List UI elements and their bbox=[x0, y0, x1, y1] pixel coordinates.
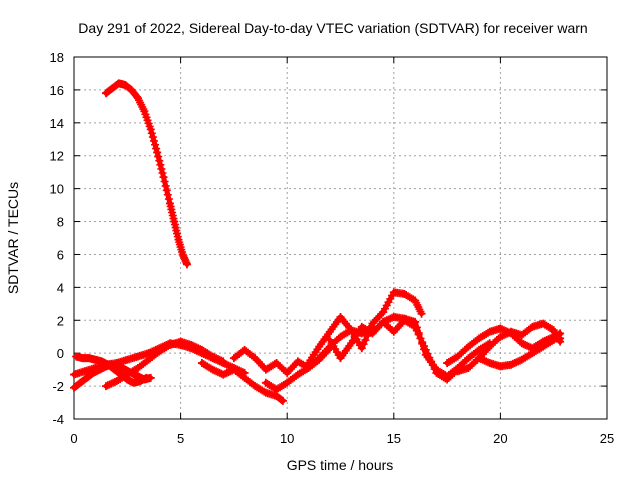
data-point-marker bbox=[213, 354, 222, 363]
data-point-marker bbox=[498, 331, 507, 340]
data-point bbox=[417, 309, 426, 318]
data-point-marker bbox=[224, 368, 233, 377]
data-point-marker bbox=[162, 186, 171, 195]
data-point-marker bbox=[519, 340, 528, 349]
x-tick-label: 10 bbox=[280, 431, 294, 446]
data-point-marker bbox=[501, 330, 510, 339]
series-track-m bbox=[475, 329, 565, 371]
data-point-marker bbox=[412, 323, 421, 332]
data-point-marker bbox=[555, 330, 564, 339]
data-point-marker bbox=[210, 353, 219, 362]
data-point-marker bbox=[510, 359, 519, 368]
y-tick-label: 2 bbox=[57, 313, 64, 328]
y-tick-label: 12 bbox=[50, 149, 64, 164]
data-point-marker bbox=[212, 367, 221, 376]
data-point-marker bbox=[478, 355, 487, 364]
data-point-marker bbox=[161, 181, 170, 190]
series-track-g bbox=[261, 322, 377, 394]
data-point-marker bbox=[221, 369, 230, 378]
y-tick-label: 18 bbox=[50, 50, 64, 65]
data-point-marker bbox=[222, 368, 231, 377]
y-tick-label: -2 bbox=[52, 379, 64, 394]
data-point bbox=[219, 357, 228, 366]
y-axis: -4 -2 0 2 4 6 8 10 12 14 16 18 bbox=[50, 50, 607, 427]
x-tick-label: 0 bbox=[70, 431, 77, 446]
chart-title: Day 291 of 2022, Sidereal Day-to-day VTE… bbox=[78, 20, 587, 36]
data-point-marker bbox=[212, 354, 221, 363]
data-point-marker bbox=[210, 366, 219, 375]
data-point-marker bbox=[149, 136, 158, 145]
data-point-marker bbox=[382, 316, 391, 325]
x-tick-label: 5 bbox=[177, 431, 184, 446]
data-point-marker bbox=[105, 380, 114, 389]
y-tick-label: 6 bbox=[57, 247, 64, 262]
x-tick-label: 20 bbox=[493, 431, 507, 446]
data-point-marker bbox=[416, 334, 425, 343]
y-axis-label: SDTVAR / TECUs bbox=[5, 182, 21, 294]
data-point-marker bbox=[160, 177, 169, 186]
data-point-marker bbox=[380, 317, 389, 326]
data-point-marker bbox=[151, 140, 160, 149]
y-tick-label: 8 bbox=[57, 215, 64, 230]
y-tick-label: 0 bbox=[57, 346, 64, 361]
data-point-marker bbox=[103, 381, 112, 390]
data-point bbox=[278, 396, 287, 405]
data-point bbox=[182, 260, 191, 269]
data-point-marker bbox=[361, 336, 370, 345]
data-point-marker bbox=[155, 156, 164, 165]
plot-frame bbox=[73, 56, 608, 420]
data-point-marker bbox=[192, 343, 201, 352]
data-point-marker bbox=[157, 164, 166, 173]
series-satellite-high-arc bbox=[101, 79, 191, 269]
x-tick-label: 25 bbox=[600, 431, 614, 446]
data-point bbox=[556, 337, 565, 346]
x-axis-label: GPS time / hours bbox=[287, 457, 394, 473]
y-tick-label: 14 bbox=[50, 116, 64, 131]
data-point-marker bbox=[163, 190, 172, 199]
data-point-marker bbox=[384, 315, 393, 324]
series-track-d bbox=[101, 337, 228, 391]
y-tick-label: -4 bbox=[52, 412, 64, 427]
y-tick-label: 10 bbox=[50, 182, 64, 197]
data-point-marker bbox=[154, 152, 163, 161]
y-tick-label: 16 bbox=[50, 83, 64, 98]
data-series bbox=[70, 79, 565, 405]
x-tick-label: 15 bbox=[387, 431, 401, 446]
data-point-marker bbox=[148, 133, 157, 142]
data-point-marker bbox=[156, 160, 165, 169]
series-track-h bbox=[304, 288, 426, 368]
data-point-marker bbox=[420, 345, 429, 354]
data-point-marker bbox=[359, 340, 368, 349]
data-point-marker bbox=[418, 339, 427, 348]
data-point bbox=[556, 329, 565, 338]
data-point-marker bbox=[523, 341, 532, 350]
series-track-e bbox=[197, 359, 287, 405]
data-point-marker bbox=[499, 331, 508, 340]
data-point-marker bbox=[521, 340, 530, 349]
data-point-marker bbox=[213, 368, 222, 377]
data-point-marker bbox=[508, 359, 517, 368]
y-tick-label: 4 bbox=[57, 280, 64, 295]
data-point-marker bbox=[414, 328, 423, 337]
x-axis: 0 5 10 15 20 25 bbox=[70, 57, 614, 446]
data-point-marker bbox=[190, 342, 199, 351]
data-point-marker bbox=[512, 358, 521, 367]
data-point-marker bbox=[480, 356, 489, 365]
data-point-marker bbox=[107, 379, 116, 388]
data-point bbox=[142, 373, 151, 382]
data-point-marker bbox=[147, 129, 156, 138]
data-point-marker bbox=[189, 341, 198, 350]
data-point-marker bbox=[476, 354, 485, 363]
